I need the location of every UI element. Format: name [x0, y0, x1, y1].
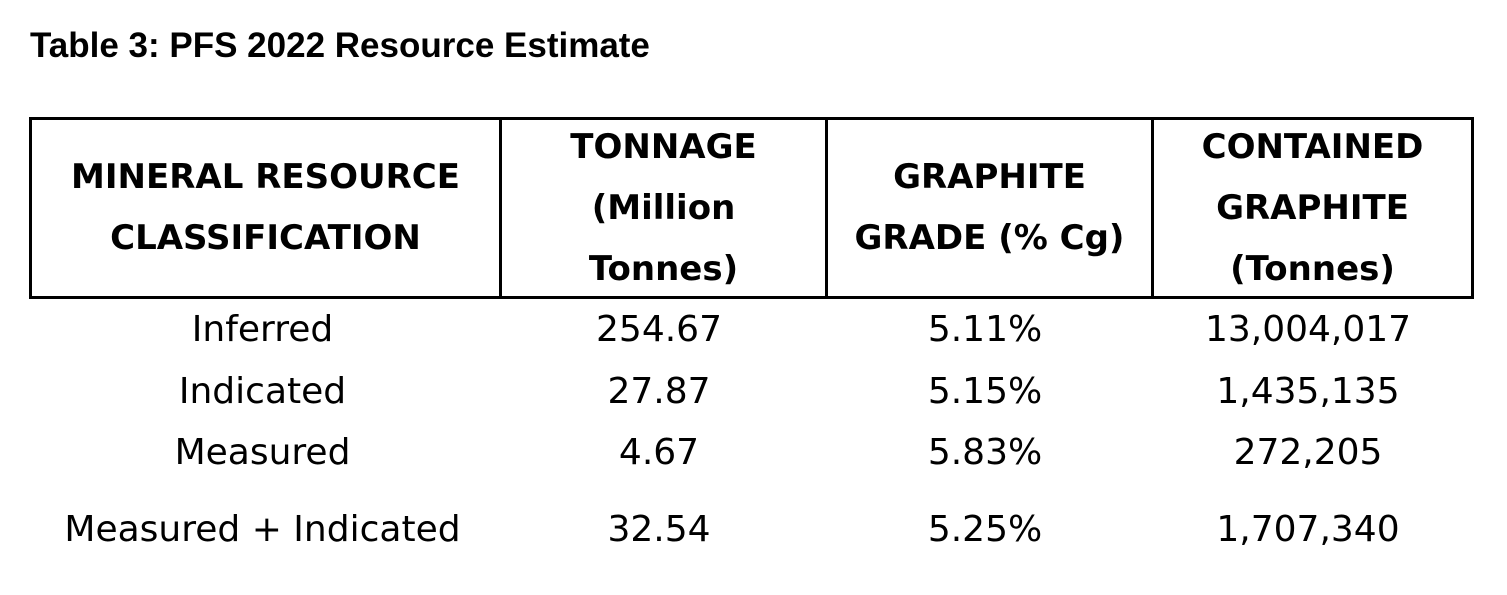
table-title: Table 3: PFS 2022 Resource Estimate [30, 26, 650, 65]
table-cell: 254.67 [596, 309, 722, 350]
table-header: MINERAL RESOURCE CLASSIFICATION TONNAGE (Mi… [29, 117, 1474, 299]
table-row: Measured 4.67 5.83% 272,205 [29, 432, 1474, 473]
table-cell: 5.11% [927, 309, 1043, 350]
header-text: GRAPHITE [893, 157, 1086, 197]
header-cell: CONTAINED GRAPHITE (Tonnes) [1151, 120, 1471, 296]
table-cell: Inferred [191, 309, 334, 350]
table-cell: 32.54 [607, 509, 711, 550]
table-cell: 1,435,135 [1216, 371, 1400, 412]
header-text: (Million [591, 187, 736, 228]
header-cell: TONNAGE (Million Tonnes) [499, 120, 825, 296]
table-cell: 5.83% [927, 432, 1043, 473]
table-cell: 27.87 [607, 371, 711, 412]
table-cell: 272,205 [1233, 432, 1383, 473]
table-row: Measured + Indicated 32.54 5.25% 1,707,340 [29, 509, 1474, 550]
header-text: MINERAL RESOURCE [71, 157, 460, 197]
table-cell: Measured + Indicated [64, 509, 461, 550]
header-text: Tonnes) [588, 248, 739, 289]
table-cell: 13,004,017 [1204, 309, 1412, 350]
header-cell: MINERAL RESOURCE CLASSIFICATION [32, 120, 499, 296]
table-row: Indicated 27.87 5.15% 1,435,135 [29, 371, 1474, 412]
table-cell: Measured [174, 432, 351, 473]
header-text: GRAPHITE [1216, 187, 1409, 228]
table-cell: Indicated [178, 371, 347, 412]
table-cell: 1,707,340 [1216, 509, 1400, 550]
table-cell: 5.15% [927, 371, 1043, 412]
header-text: CONTAINED [1201, 126, 1424, 167]
table-row: Inferred 254.67 5.11% 13,004,017 [29, 309, 1474, 350]
table-cell: 4.67 [618, 432, 700, 473]
header-text: CLASSIFICATION [110, 218, 421, 258]
header-text: (Tonnes) [1230, 248, 1395, 289]
header-cell: GRAPHITE GRADE (% Cg) [825, 120, 1151, 296]
table-cell: 5.25% [927, 509, 1043, 550]
header-text: TONNAGE [570, 126, 757, 167]
header-text: GRADE (% Cg) [854, 218, 1125, 258]
